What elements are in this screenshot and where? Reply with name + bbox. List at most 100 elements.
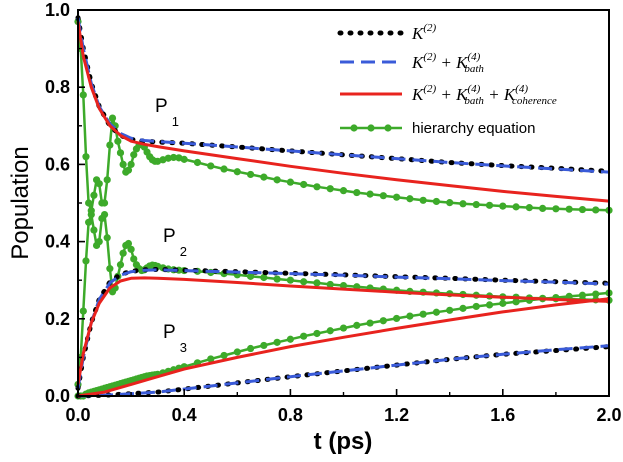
series-point-hierarchy-equation-p1: [220, 165, 228, 173]
series-point-hierarchy-equation-p2: [116, 261, 125, 269]
series-point-hierarchy-equation-p2: [273, 275, 281, 283]
series-point-hierarchy-equation-p1: [82, 153, 90, 161]
annotation-p3: P3: [163, 322, 187, 355]
legend-k2bath-sub2: bath: [464, 63, 484, 75]
series-point-hierarchy-equation-p2: [87, 210, 95, 219]
legend-k2bathcoh-sup3: (4): [515, 83, 528, 95]
series-point-hierarchy-equation-p3: [339, 324, 348, 332]
series-point-hierarchy-equation-p1: [273, 176, 281, 184]
series-layer: [74, 15, 613, 400]
annotation-p1: P1: [155, 96, 179, 129]
series-point-hierarchy-equation-p1: [485, 201, 494, 209]
legend-k2bathcoh-sup2: (4): [467, 83, 480, 95]
annotation-p2-label: P: [163, 226, 176, 247]
series-point-hierarchy-equation-p1: [446, 199, 454, 207]
series-point-hierarchy-equation-p1: [103, 176, 111, 184]
series-point-hierarchy-equation-p1: [499, 202, 507, 210]
legend: K(2) K(2) + K(4) bath K(2) + K(4) bath + K…: [337, 22, 557, 137]
series-point-hierarchy-equation-p3: [260, 341, 268, 350]
svg-text:K(2) + K(4)bath: K(2) + K(4) bath: [411, 51, 484, 75]
legend-k2bathcoh-sub3: coherence: [512, 95, 557, 107]
series-point-hierarchy-equation-p1: [90, 191, 98, 199]
series-point-hierarchy-equation-p1: [379, 192, 387, 200]
y-tick-label: 0.8: [45, 77, 70, 97]
series-point-hierarchy-equation-p1: [130, 151, 138, 159]
series-point-hierarchy-equation-p1: [286, 178, 294, 186]
legend-k2-text: K: [411, 24, 425, 43]
series-point-hierarchy-equation-p1: [124, 166, 133, 174]
series-point-hierarchy-equation-p3: [246, 344, 255, 353]
series-point-hierarchy-equation-p1: [233, 168, 241, 176]
series-point-hierarchy-equation-p3: [406, 312, 414, 320]
series-point-hierarchy-equation-p1: [300, 180, 308, 189]
series-point-hierarchy-equation-p2: [95, 238, 103, 246]
legend-swatch-hier-dot: [350, 124, 358, 132]
series-point-hierarchy-equation-p3: [313, 329, 321, 338]
series-point-hierarchy-equation-p3: [432, 308, 441, 316]
series-point-hierarchy-equation-p1: [164, 154, 172, 162]
series-point-hierarchy-equation-p1: [127, 160, 135, 168]
series-point-hierarchy-equation-p1: [180, 155, 188, 163]
series-point-hierarchy-equation-p1: [552, 205, 560, 213]
series-point-hierarchy-equation-p1: [95, 180, 103, 188]
svg-text:K(2): K(2): [411, 22, 437, 43]
series-point-hierarchy-equation-p3: [499, 299, 507, 307]
series-point-hierarchy-equation-p3: [326, 327, 334, 335]
series-point-hierarchy-equation-p1: [419, 196, 427, 204]
series-point-hierarchy-equation-p1: [525, 204, 533, 212]
legend-item-k2: K(2): [337, 22, 437, 43]
series-point-hierarchy-equation-p3: [379, 317, 387, 325]
x-tick-label: 0.4: [172, 405, 197, 425]
legend-hier-text: hierarchy equation: [412, 120, 535, 137]
annotation-p1-label: P: [155, 96, 168, 117]
annotation-p3-label: P: [163, 322, 176, 343]
axis-ticks: 0.0 0.4 0.8 1.2 1.6 2.0 0.0 0.2 0.4 0.6 0.8 1.0: [45, 0, 622, 425]
series-point-hierarchy-equation-p2: [79, 307, 87, 315]
series-point-hierarchy-equation-p1: [106, 141, 114, 149]
series-point-hierarchy-equation-p3: [485, 301, 494, 309]
series-point-hierarchy-equation-p3: [578, 291, 587, 299]
x-axis-title: t (ps): [314, 428, 373, 455]
legend-item-k2bath: K(2) + K(4) bath: [340, 51, 484, 75]
series-point-hierarchy-equation-p1: [578, 205, 587, 214]
series-point-hierarchy-equation-p3: [419, 310, 427, 318]
series-point-hierarchy-equation-p1: [193, 158, 202, 167]
series-point-hierarchy-equation-p3: [366, 319, 374, 327]
y-tick-label: 0.6: [45, 154, 70, 174]
series-point-hierarchy-equation-p3: [300, 332, 308, 340]
series-point-hierarchy-equation-p2: [124, 239, 133, 248]
legend-k2bathcoh-sub2: bath: [464, 95, 484, 107]
series-point-hierarchy-equation-p2: [260, 273, 268, 282]
series-point-hierarchy-equation-p3: [273, 338, 281, 346]
series-point-hierarchy-equation-p1: [108, 114, 117, 122]
series-point-hierarchy-equation-p2: [106, 265, 114, 273]
annotation-p1-sub: 1: [172, 114, 179, 129]
x-tick-label: 1.6: [490, 405, 515, 425]
series-point-hierarchy-equation-p3: [459, 304, 467, 312]
y-tick-label: 0.4: [45, 232, 70, 252]
series-point-hierarchy-equation-p3: [353, 321, 361, 329]
series-point-hierarchy-equation-p2: [90, 226, 98, 234]
legend-k2bathcoh-sup1: (2): [423, 83, 436, 95]
series-point-hierarchy-equation-p1: [353, 188, 361, 197]
y-tick-label: 1.0: [45, 0, 70, 20]
series-point-hierarchy-equation-p3: [207, 355, 215, 363]
y-tick-label: 0.2: [45, 309, 70, 329]
series-point-hierarchy-equation-p1: [539, 204, 547, 213]
series-point-hierarchy-equation-p1: [85, 199, 93, 207]
legend-swatch-hier-dot: [367, 124, 375, 132]
series-point-hierarchy-equation-p2: [119, 249, 127, 257]
series-point-hierarchy-equation-p1: [119, 160, 127, 168]
series-point-hierarchy-equation-p3: [220, 351, 228, 360]
series-point-hierarchy-equation-p1: [169, 153, 178, 162]
legend-k2bathcoh-mid2: + K: [484, 85, 517, 104]
series-point-hierarchy-equation-p1: [459, 200, 467, 208]
x-tick-label: 1.2: [384, 405, 409, 425]
series-point-hierarchy-equation-p1: [565, 205, 573, 213]
series-point-hierarchy-equation-p1: [246, 170, 255, 179]
svg-text:P3: P3: [163, 322, 187, 355]
legend-k2bath-sup2: (4): [467, 51, 480, 63]
legend-k2bathcoh-mid: + K: [436, 85, 469, 104]
series-point-hierarchy-equation-p1: [207, 162, 215, 170]
series-point-hierarchy-equation-p2: [103, 234, 111, 242]
